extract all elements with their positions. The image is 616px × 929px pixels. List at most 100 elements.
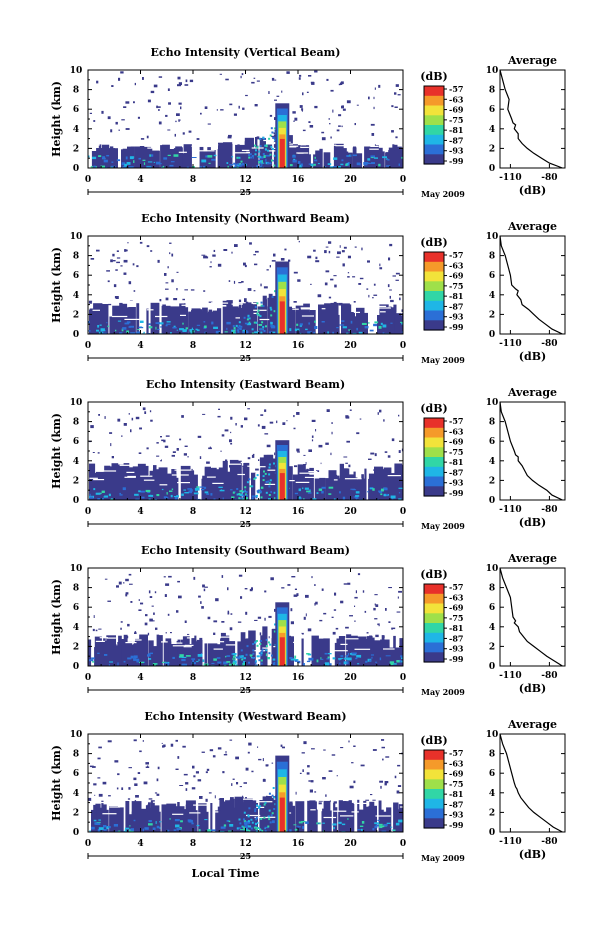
surface-cell [104, 495, 109, 498]
surface-cell [265, 158, 267, 162]
average-profile-line [499, 401, 563, 501]
colorbar-segment [424, 759, 444, 771]
surface-cell [305, 328, 308, 331]
surface-cell [222, 497, 224, 500]
noise-cell [314, 584, 316, 586]
noise-cell [147, 99, 151, 103]
rain-cell [270, 654, 273, 657]
surface-cell [390, 662, 394, 665]
surface-cell [207, 155, 213, 158]
gap-cell [263, 139, 279, 142]
surface-cell [267, 657, 270, 660]
noise-cell [332, 631, 336, 635]
gap-cell [215, 641, 225, 643]
colorbar-frame [423, 251, 445, 331]
surface-cell [367, 491, 369, 493]
rain-cell [242, 331, 245, 334]
rain-cell [268, 809, 271, 812]
surface-cell [332, 331, 334, 334]
layer-cell [220, 149, 231, 168]
layer-cell [241, 803, 246, 832]
surface-cell [128, 166, 134, 168]
surface-cell [244, 322, 249, 325]
surface-cell [370, 155, 375, 158]
gap-cell [88, 139, 97, 141]
noise-cell [204, 586, 208, 588]
y-tick-label: 10 [70, 232, 83, 242]
rain-cell [240, 163, 243, 166]
gap-cell [254, 816, 270, 819]
surface-cell [378, 491, 383, 494]
noise-cell [133, 739, 137, 742]
average-frame [499, 69, 566, 169]
noise-cell [140, 602, 144, 605]
surface-cell [321, 321, 325, 323]
rain-cell [247, 814, 250, 817]
colorbar-tick-label: -69 [449, 437, 464, 447]
rain-cell [258, 828, 261, 831]
surface-cell [149, 154, 154, 157]
surface-cell [92, 661, 95, 663]
avg-y-tick-label: 2 [489, 642, 495, 652]
gap-cell [349, 797, 358, 799]
layer-cell [152, 806, 158, 832]
gap-cell [340, 643, 348, 645]
noise-cell [357, 573, 361, 576]
layer-cell [262, 626, 268, 666]
gap-cell [393, 139, 403, 141]
rain-cell [248, 317, 251, 320]
surface-cell [305, 821, 309, 824]
layer-cell [370, 809, 376, 832]
layer-cell [192, 646, 195, 666]
rain-cell [232, 325, 235, 328]
noise-cell [128, 787, 131, 790]
rain-cell [274, 290, 276, 293]
rain-cell [233, 327, 236, 330]
surface-cell [226, 327, 228, 330]
surface-cell [382, 332, 385, 334]
surface-cell [106, 322, 108, 324]
layer-cell [387, 647, 397, 666]
surface-cell [398, 819, 403, 823]
layer-cell [292, 474, 300, 500]
surface-cell [99, 324, 102, 326]
rain-cell [267, 825, 270, 828]
surface-cell [166, 492, 168, 495]
noise-cell [179, 785, 184, 786]
noise-cell [305, 594, 309, 598]
surface-cell [228, 820, 231, 823]
noise-cell [397, 94, 401, 96]
x-tick-label: 0 [400, 507, 406, 517]
layer-cell [381, 473, 386, 500]
y-tick-label: 4 [73, 457, 79, 467]
colorbar-tick-label: -63 [449, 260, 464, 270]
noise-cell [395, 272, 400, 275]
noise-cell [340, 600, 344, 604]
noise-cell [271, 77, 275, 81]
noise-cell [238, 105, 240, 109]
noise-cell [217, 415, 221, 418]
noise-cell [167, 266, 169, 269]
rain-cell [260, 331, 263, 334]
noise-cell [373, 106, 375, 110]
noise-cell [116, 257, 121, 259]
noise-cell [251, 770, 254, 773]
layer-cell [230, 797, 234, 832]
x-tick-label: 20 [344, 175, 357, 185]
rain-cell [271, 148, 274, 150]
noise-cell [149, 596, 153, 598]
noise-cell [303, 741, 307, 745]
noise-cell [156, 455, 160, 457]
colorbar-segment [424, 466, 444, 478]
surface-cell [270, 325, 275, 328]
surface-cell [265, 154, 270, 157]
noise-cell [347, 255, 351, 259]
surface-cell [261, 829, 264, 832]
surface-cell [145, 489, 151, 493]
noise-cell [224, 429, 229, 432]
noise-cell [266, 444, 271, 448]
gap-cell [357, 302, 364, 304]
y-tick-label: 8 [73, 750, 79, 760]
rain-cell [265, 491, 268, 494]
colorbar-segment [424, 95, 444, 107]
